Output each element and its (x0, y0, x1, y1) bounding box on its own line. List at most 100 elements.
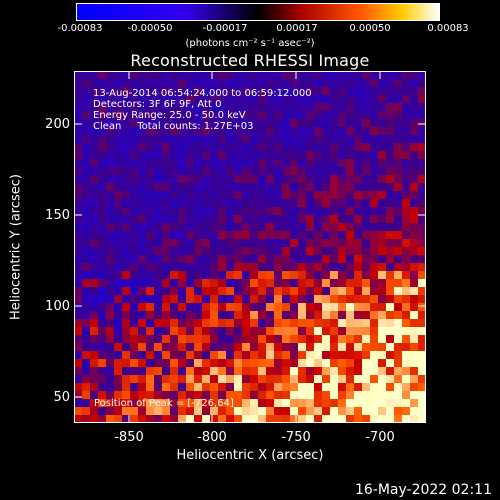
image-pixel (106, 231, 115, 240)
image-pixel (378, 71, 387, 80)
image-pixel (106, 127, 115, 136)
image-pixel (314, 119, 323, 128)
image-pixel (178, 271, 187, 280)
image-pixel (314, 287, 323, 296)
image-pixel (154, 199, 163, 208)
image-pixel (402, 295, 411, 304)
image-pixel (410, 415, 419, 423)
image-pixel (234, 327, 243, 336)
image-pixel (378, 191, 387, 200)
image-pixel (330, 119, 339, 128)
image-pixel (186, 327, 195, 336)
image-pixel (362, 375, 371, 384)
image-pixel (122, 127, 131, 136)
image-pixel (242, 103, 251, 112)
image-pixel (386, 367, 395, 376)
image-pixel (290, 391, 299, 400)
image-pixel (226, 79, 235, 88)
image-pixel (178, 303, 187, 312)
image-pixel (186, 159, 195, 168)
image-pixel (298, 351, 307, 360)
image-pixel (162, 359, 171, 368)
image-pixel (178, 175, 187, 184)
image-pixel (202, 135, 211, 144)
image-pixel (194, 151, 203, 160)
image-pixel (106, 271, 115, 280)
image-pixel (154, 87, 163, 96)
image-pixel (362, 191, 371, 200)
image-pixel (362, 399, 371, 408)
image-pixel (290, 143, 299, 152)
image-pixel (146, 255, 155, 264)
image-pixel (146, 367, 155, 376)
image-pixel (106, 303, 115, 312)
image-pixel (106, 359, 115, 368)
image-pixel (306, 231, 315, 240)
image-pixel (282, 247, 291, 256)
image-pixel (226, 167, 235, 176)
image-pixel (154, 271, 163, 280)
image-pixel (330, 311, 339, 320)
image-pixel (290, 375, 299, 384)
image-pixel (82, 407, 91, 416)
image-pixel (338, 239, 347, 248)
image-pixel (362, 415, 371, 423)
image-pixel (306, 255, 315, 264)
image-pixel (314, 191, 323, 200)
image-pixel (346, 127, 355, 136)
image-pixel (202, 351, 211, 360)
image-pixel (138, 215, 147, 224)
y-tick-label: 100 (45, 299, 70, 314)
image-pixel (146, 167, 155, 176)
image-pixel (402, 175, 411, 184)
image-pixel (402, 319, 411, 328)
image-pixel (106, 415, 115, 423)
image-pixel (250, 327, 259, 336)
image-pixel (378, 119, 387, 128)
image-pixel (114, 223, 123, 232)
image-pixel (218, 111, 227, 120)
image-pixel (178, 95, 187, 104)
image-pixel (362, 231, 371, 240)
image-pixel (346, 71, 355, 80)
image-pixel (218, 271, 227, 280)
image-pixel (154, 295, 163, 304)
image-pixel (170, 383, 179, 392)
image-pixel (90, 239, 99, 248)
image-pixel (242, 143, 251, 152)
image-pixel (226, 239, 235, 248)
image-pixel (362, 135, 371, 144)
image-pixel (282, 335, 291, 344)
image-pixel (330, 103, 339, 112)
image-pixel (114, 351, 123, 360)
image-pixel (186, 119, 195, 128)
image-pixel (250, 223, 259, 232)
image-pixel (330, 295, 339, 304)
image-pixel (154, 239, 163, 248)
image-pixel (122, 367, 131, 376)
image-pixel (330, 247, 339, 256)
image-pixel (106, 103, 115, 112)
image-pixel (218, 215, 227, 224)
image-pixel (170, 327, 179, 336)
image-pixel (226, 255, 235, 264)
image-pixel (202, 399, 211, 408)
image-pixel (386, 119, 395, 128)
image-pixel (122, 295, 131, 304)
image-pixel (234, 367, 243, 376)
image-pixel (330, 167, 339, 176)
image-pixel (346, 311, 355, 320)
image-pixel (394, 111, 403, 120)
image-pixel (154, 327, 163, 336)
image-pixel (418, 303, 426, 312)
image-pixel (322, 239, 331, 248)
image-pixel (234, 359, 243, 368)
image-pixel (234, 183, 243, 192)
image-pixel (74, 191, 83, 200)
image-pixel (354, 159, 363, 168)
image-pixel (226, 407, 235, 416)
image-pixel (378, 311, 387, 320)
image-pixel (274, 359, 283, 368)
image-pixel (274, 351, 283, 360)
image-pixel (410, 279, 419, 288)
